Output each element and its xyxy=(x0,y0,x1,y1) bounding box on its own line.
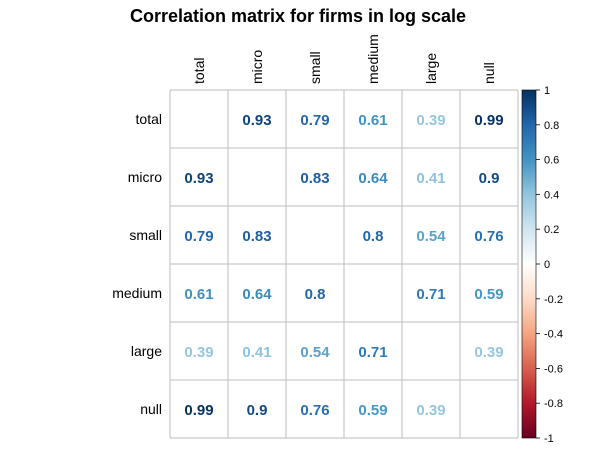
column-label: micro xyxy=(249,50,265,84)
column-label: medium xyxy=(365,34,381,84)
cell-value: 0.59 xyxy=(474,286,503,303)
colorbar-tick-label: -0.4 xyxy=(544,329,563,341)
colorbar-tick-label: 1 xyxy=(544,85,550,97)
cell-value: 0.71 xyxy=(416,286,445,303)
column-label: null xyxy=(481,62,497,84)
cell-value: 0.76 xyxy=(474,228,503,245)
cell-value: 0.79 xyxy=(300,112,329,129)
cell-value: 0.76 xyxy=(300,402,329,419)
cell-value: 0.39 xyxy=(474,344,503,361)
cell-value: 0.64 xyxy=(242,286,272,303)
cell-value: 0.99 xyxy=(474,112,503,129)
cell-value: 0.39 xyxy=(416,402,445,419)
cell-value: 0.41 xyxy=(242,344,271,361)
row-label: medium xyxy=(112,285,162,301)
row-label: total xyxy=(136,111,162,127)
colorbar-gradient xyxy=(521,89,537,439)
cell-value: 0.8 xyxy=(305,286,326,303)
column-label: total xyxy=(191,58,207,84)
cell-value: 0.71 xyxy=(358,344,387,361)
column-label: large xyxy=(423,53,439,84)
row-labels: total micro small medium large null xyxy=(112,111,162,417)
column-label: small xyxy=(307,51,323,84)
colorbar-tick-label: 0.8 xyxy=(544,120,559,132)
cell-value: 0.83 xyxy=(242,228,271,245)
matrix-grid xyxy=(169,89,519,439)
cell-value: 0.9 xyxy=(247,402,268,419)
cell-value: 0.54 xyxy=(300,344,330,361)
cell-value: 0.61 xyxy=(184,286,213,303)
cell-value: 0.54 xyxy=(416,228,446,245)
cell-value: 0.93 xyxy=(184,170,213,187)
row-label: micro xyxy=(128,169,162,185)
cell-value: 0.59 xyxy=(358,402,387,419)
row-label: null xyxy=(140,401,162,417)
colorbar-tick-label: 0.2 xyxy=(544,224,559,236)
colorbar-tick-label: 0.6 xyxy=(544,155,559,167)
cell-value: 0.79 xyxy=(184,228,213,245)
cell-value: 0.9 xyxy=(479,170,500,187)
colorbar-tick-label: 0.4 xyxy=(544,189,559,201)
colorbar-tick-label: -0.2 xyxy=(544,294,563,306)
cell-value: 0.61 xyxy=(358,112,387,129)
colorbar-tick-label: 0 xyxy=(544,259,550,271)
matrix-cells: 0.93 0.79 0.61 0.39 0.99 0.93 0.83 0.64 0.41 0.9 0… xyxy=(184,112,503,419)
cell-value: 0.93 xyxy=(242,112,271,129)
row-label: small xyxy=(129,227,162,243)
column-labels: total micro small medium large null xyxy=(191,34,497,84)
chart-title: Correlation matrix for firms in log scal… xyxy=(130,6,466,26)
colorbar-tick-label: -0.6 xyxy=(544,363,563,375)
cell-value: 0.83 xyxy=(300,170,329,187)
row-label: large xyxy=(131,343,162,359)
cell-value: 0.39 xyxy=(184,344,213,361)
colorbar-tick-label: -1 xyxy=(544,433,554,445)
cell-value: 0.39 xyxy=(416,112,445,129)
colorbar: 1 0.8 0.6 0.4 0.2 0 -0.2 -0.4 -0.6 -0.8 -1 xyxy=(521,85,563,445)
cell-value: 0.99 xyxy=(184,402,213,419)
cell-value: 0.41 xyxy=(416,170,445,187)
colorbar-tick-label: -0.8 xyxy=(544,398,563,410)
cell-value: 0.64 xyxy=(358,170,388,187)
cell-value: 0.8 xyxy=(363,228,384,245)
